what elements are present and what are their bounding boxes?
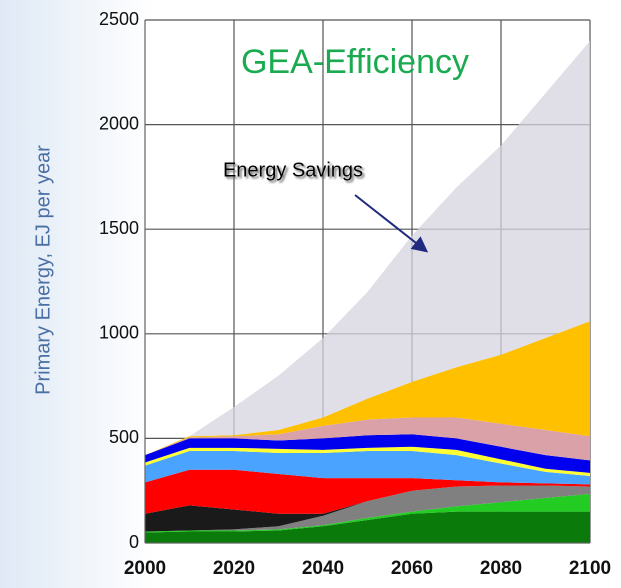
- y-tick-label: 0: [129, 532, 139, 552]
- area: [145, 321, 590, 456]
- area: [145, 417, 590, 461]
- annotation: Energy Savings: [223, 159, 363, 181]
- x-tick-label: 2100: [569, 558, 611, 579]
- x-tick-label: 2020: [213, 558, 255, 579]
- area: [145, 511, 590, 543]
- y-tick-label: 2000: [99, 113, 139, 133]
- area: [145, 485, 590, 532]
- x-tick-label: 2060: [391, 558, 433, 579]
- x-tick-label: 2080: [480, 558, 522, 579]
- annotation-arrow: [354, 194, 429, 253]
- chart-title: GEA-Efficiency: [241, 43, 469, 81]
- area: [145, 434, 590, 473]
- y-tick-label: 1500: [99, 218, 139, 238]
- area: [145, 450, 590, 485]
- x-tick-label: 2000: [124, 558, 166, 579]
- x-tick-label: 2040: [302, 558, 344, 579]
- area: [145, 485, 590, 532]
- y-axis-label: Primary Energy, EJ per year: [32, 145, 54, 395]
- y-tick-label: 2500: [99, 9, 139, 29]
- area: [145, 40, 590, 456]
- y-tick-label: 1000: [99, 323, 139, 343]
- y-tick-label: 500: [109, 427, 139, 447]
- area: [145, 469, 590, 514]
- area: [145, 446, 590, 477]
